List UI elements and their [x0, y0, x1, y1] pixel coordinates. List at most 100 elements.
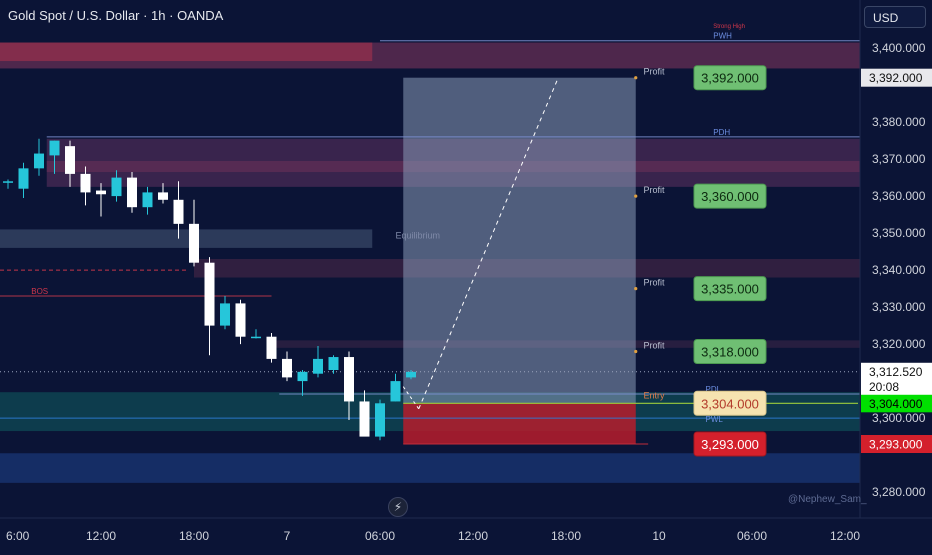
pdh-line-label: PDH [713, 128, 730, 137]
x-tick-label: 12:00 [830, 529, 860, 543]
target-tag-3: 3,318.000 [693, 339, 767, 364]
target-tag-box [693, 431, 767, 457]
target-tag-label: 3,392.000 [701, 71, 759, 86]
target-tag-label: 3,335.000 [701, 282, 759, 297]
axis-tag-box [861, 68, 932, 87]
candle-body [65, 146, 75, 174]
y-tick-label: 3,370.000 [872, 152, 926, 166]
candle-body [406, 371, 416, 378]
x-tick-label: 12:00 [86, 529, 116, 543]
candle-body [328, 357, 339, 370]
y-tick-label: 3,350.000 [872, 226, 926, 240]
current-price-label: 3,312.520 [869, 365, 923, 379]
entry-text: Entry [644, 390, 666, 400]
y-tick-label: 3,320.000 [872, 337, 926, 351]
candle-body [173, 199, 184, 224]
profit-box [403, 77, 636, 404]
y-tick-label: 3,340.000 [872, 263, 926, 277]
profit-dot [634, 76, 638, 80]
y-tick-label: 3,330.000 [872, 300, 926, 314]
candle-body [204, 262, 215, 326]
candle-body [49, 140, 60, 156]
target-tag-label: 3,360.000 [701, 189, 759, 204]
candle-body [220, 303, 230, 326]
target-tag-2: 3,335.000 [693, 276, 767, 302]
candle-body [80, 173, 91, 193]
annotation-0: Strong High [713, 24, 745, 30]
bos-line-label: BOS [31, 287, 48, 296]
axis-tag-1: 3,304.000 [861, 394, 932, 413]
candle-body [189, 223, 199, 263]
candle-body [34, 153, 44, 169]
lower-demand-zone [0, 453, 860, 483]
candle-body [390, 381, 401, 402]
y-tick-label: 3,400.000 [872, 41, 926, 55]
y-tick-label: 3,280.000 [872, 485, 926, 499]
target-tag-label: 3,293.000 [701, 437, 759, 452]
pdl-line-label: PDL [706, 385, 722, 394]
axis-tag-box [861, 394, 932, 413]
candle-body [111, 177, 122, 197]
flash-icon[interactable]: ⚡ [388, 497, 408, 517]
equilibrium-zone [0, 229, 373, 248]
chart-title: Gold Spot / U.S. Dollar · 1h · OANDA [8, 8, 224, 23]
x-tick-label: 06:00 [365, 529, 395, 543]
profit-text-3: Profit [644, 341, 666, 351]
candle-body [18, 168, 29, 189]
axis-tag-box [861, 435, 932, 453]
currency-button[interactable]: USD [864, 6, 926, 28]
annotation-1: Equilibrium [396, 231, 441, 241]
candle-body [266, 336, 277, 359]
author-watermark: @Nephew_Sam_ [788, 494, 867, 505]
y-tick-label: 3,380.000 [872, 115, 926, 129]
target-tag-box [693, 65, 767, 91]
time-axis [0, 518, 932, 550]
countdown-label: 20:08 [869, 380, 899, 394]
target-tag-box [693, 390, 767, 416]
candle-body [158, 192, 168, 200]
y-tick-label: 3,360.000 [872, 189, 926, 203]
target-tag-box [693, 339, 767, 364]
x-tick-label: 06:00 [737, 529, 767, 543]
x-tick-label: 12:00 [458, 529, 488, 543]
candle-body [127, 177, 137, 208]
x-tick-label: 18:00 [179, 529, 209, 543]
x-tick-label: 7 [284, 529, 291, 543]
axis-tag-2: 3,293.000 [861, 435, 932, 453]
target-tag-label: 3,304.000 [701, 396, 759, 411]
pwh-zone-strong [0, 42, 373, 62]
target-tag-label: 3,318.000 [701, 345, 759, 360]
projection-lead [402, 386, 420, 410]
target-tag-5: 3,293.000 [693, 431, 767, 457]
candle-body [282, 358, 292, 378]
pwh-line-label: PWH [713, 32, 732, 41]
candle-body [359, 401, 370, 437]
current-price-box [861, 362, 932, 395]
target-tag-box [693, 183, 767, 209]
profit-dot [634, 349, 638, 354]
candle-body [375, 403, 385, 437]
target-tag-4: 3,304.000 [693, 390, 767, 416]
x-tick-label: 6:00 [6, 529, 30, 543]
x-tick-label: 10 [652, 529, 666, 543]
projection-path [418, 77, 559, 410]
x-tick-label: 18:00 [551, 529, 581, 543]
candle-body [251, 336, 261, 339]
profit-dot [634, 194, 638, 198]
candle-body [96, 190, 106, 195]
axis-tag-label: 3,392.000 [869, 71, 923, 85]
profit-text-0: Profit [644, 67, 666, 77]
candle-body [3, 181, 13, 183]
candles [3, 138, 416, 441]
y-tick-label: 3,300.000 [872, 411, 926, 425]
candle-body [297, 371, 308, 382]
target-tag-0: 3,392.000 [693, 65, 767, 91]
axis-tag-label: 3,304.000 [869, 397, 923, 411]
axis-tag-label: 3,293.000 [869, 438, 923, 452]
profit-text-1: Profit [644, 185, 666, 195]
profit-dot [634, 287, 638, 291]
